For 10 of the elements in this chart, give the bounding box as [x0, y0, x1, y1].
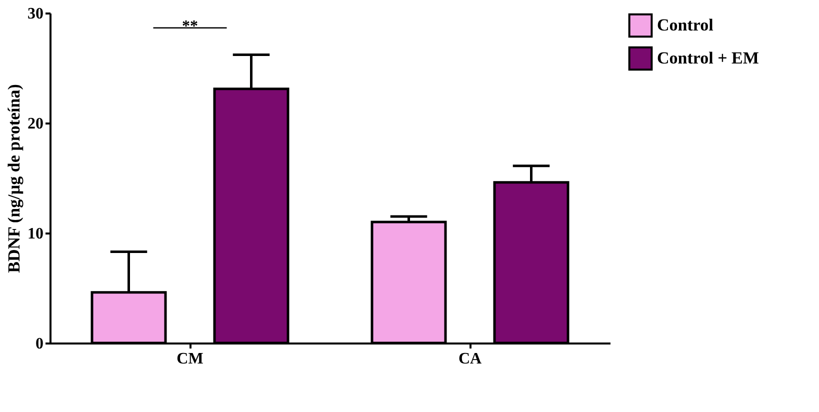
y-tick-label: 10 — [28, 226, 44, 242]
x-tick-label: CA — [458, 350, 482, 368]
legend-label: Control + EM — [657, 48, 759, 68]
y-tick-label: 20 — [28, 116, 44, 132]
x-tick-label: CM — [176, 350, 204, 368]
y-axis-title: BDNF (ng/µg de proteína) — [4, 84, 24, 273]
legend-label: Control — [657, 16, 714, 34]
y-tick-label: 0 — [36, 336, 44, 352]
annotation: ** — [182, 18, 198, 35]
y-tick-label: 30 — [28, 6, 44, 22]
